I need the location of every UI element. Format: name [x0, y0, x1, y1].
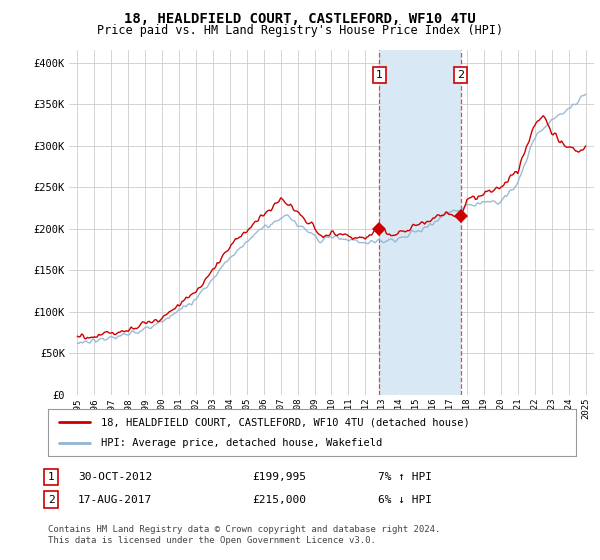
Text: 17-AUG-2017: 17-AUG-2017 [78, 494, 152, 505]
Text: 18, HEALDFIELD COURT, CASTLEFORD, WF10 4TU: 18, HEALDFIELD COURT, CASTLEFORD, WF10 4… [124, 12, 476, 26]
Text: 1: 1 [376, 71, 383, 80]
Text: Contains HM Land Registry data © Crown copyright and database right 2024.
This d: Contains HM Land Registry data © Crown c… [48, 525, 440, 545]
Text: 18, HEALDFIELD COURT, CASTLEFORD, WF10 4TU (detached house): 18, HEALDFIELD COURT, CASTLEFORD, WF10 4… [101, 417, 470, 427]
Text: Price paid vs. HM Land Registry's House Price Index (HPI): Price paid vs. HM Land Registry's House … [97, 24, 503, 37]
Text: 7% ↑ HPI: 7% ↑ HPI [378, 472, 432, 482]
Text: 6% ↓ HPI: 6% ↓ HPI [378, 494, 432, 505]
Text: £215,000: £215,000 [252, 494, 306, 505]
Text: 2: 2 [457, 71, 464, 80]
Text: 1: 1 [47, 472, 55, 482]
Text: £199,995: £199,995 [252, 472, 306, 482]
Text: 30-OCT-2012: 30-OCT-2012 [78, 472, 152, 482]
Bar [379, 50, 461, 395]
Text: 2: 2 [47, 494, 55, 505]
Text: HPI: Average price, detached house, Wakefield: HPI: Average price, detached house, Wake… [101, 438, 382, 448]
